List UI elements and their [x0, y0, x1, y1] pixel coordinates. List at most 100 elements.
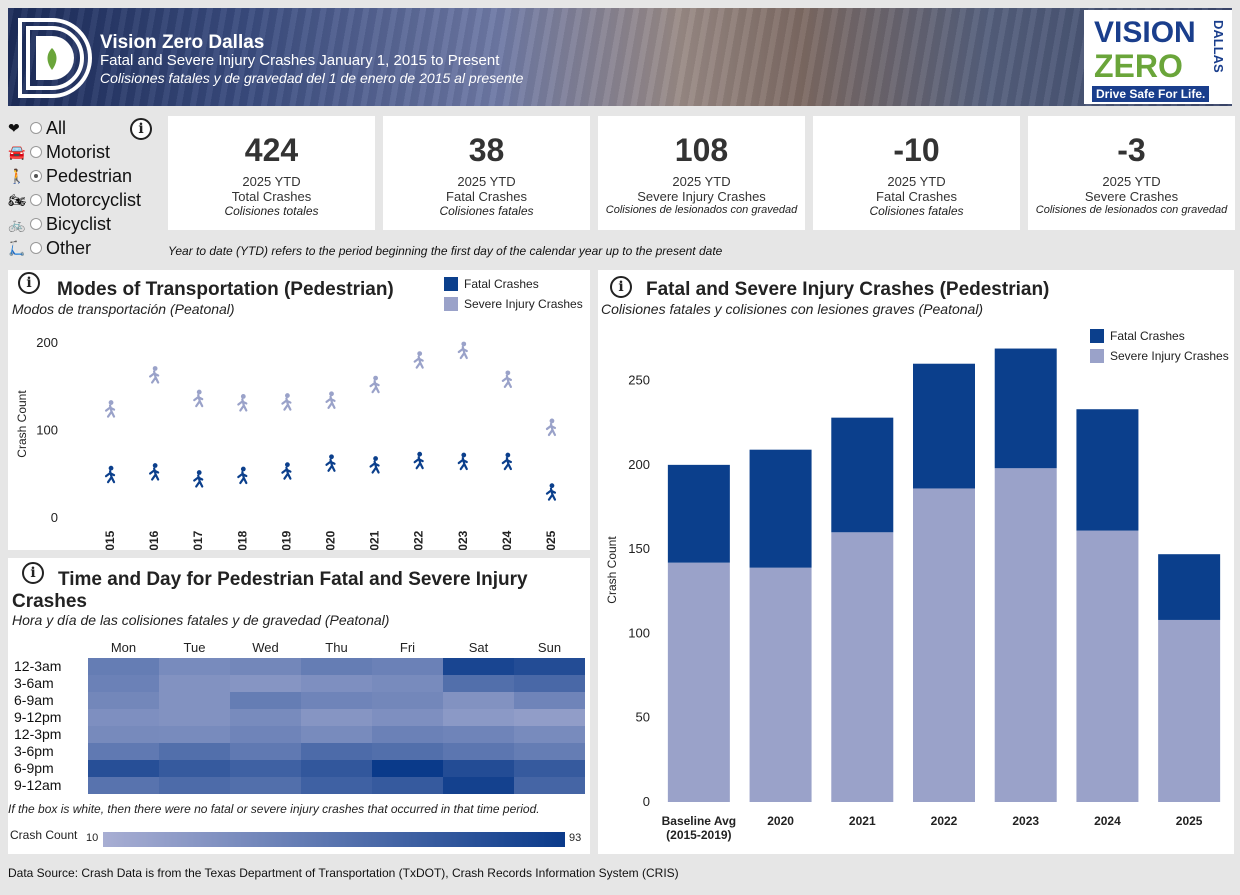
heat-cell[interactable]	[372, 760, 443, 777]
heat-cell[interactable]	[230, 760, 301, 777]
fatal-point-icon[interactable]	[325, 454, 336, 472]
heat-cell[interactable]	[443, 743, 514, 760]
heat-cell[interactable]	[514, 709, 585, 726]
heat-cell[interactable]	[301, 658, 372, 675]
fatal-point-icon[interactable]	[281, 462, 292, 480]
heat-cell[interactable]	[88, 692, 159, 709]
severe-point-icon[interactable]	[501, 370, 512, 388]
heat-cell[interactable]	[443, 675, 514, 692]
fatal-point-icon[interactable]	[369, 456, 380, 474]
heat-cell[interactable]	[88, 709, 159, 726]
filter-option-all[interactable]: ❤ All	[8, 116, 66, 140]
heat-cell[interactable]	[443, 709, 514, 726]
severe-bar-segment[interactable]	[994, 468, 1057, 802]
heat-cell[interactable]	[159, 709, 230, 726]
radio-button[interactable]	[30, 170, 42, 182]
fatal-bar-segment[interactable]	[994, 348, 1057, 469]
severe-bar-segment[interactable]	[913, 488, 975, 802]
heat-cell[interactable]	[88, 743, 159, 760]
heat-cell[interactable]	[230, 675, 301, 692]
radio-button[interactable]	[30, 242, 42, 254]
heat-cell[interactable]	[230, 743, 301, 760]
severe-bar-segment[interactable]	[1158, 619, 1221, 802]
heat-cell[interactable]	[230, 658, 301, 675]
timeday-info-icon[interactable]: i	[22, 562, 44, 584]
heat-cell[interactable]	[514, 743, 585, 760]
severe-bar-segment[interactable]	[1076, 530, 1139, 802]
filter-option-bicyclist[interactable]: 🚲 Bicyclist	[8, 212, 111, 236]
heat-cell[interactable]	[159, 777, 230, 794]
heat-cell[interactable]	[88, 760, 159, 777]
severe-point-icon[interactable]	[281, 393, 292, 411]
severe-bar-segment[interactable]	[749, 567, 812, 802]
heat-cell[interactable]	[443, 726, 514, 743]
severe-point-icon[interactable]	[149, 366, 160, 384]
heat-cell[interactable]	[514, 675, 585, 692]
severe-point-icon[interactable]	[413, 351, 424, 369]
radio-button[interactable]	[30, 146, 42, 158]
heat-cell[interactable]	[301, 726, 372, 743]
fs-info-icon[interactable]: i	[610, 276, 632, 298]
fatal-bar-segment[interactable]	[667, 464, 730, 563]
heat-cell[interactable]	[301, 760, 372, 777]
heat-cell[interactable]	[88, 777, 159, 794]
heat-cell[interactable]	[301, 709, 372, 726]
heat-cell[interactable]	[514, 658, 585, 675]
heat-cell[interactable]	[88, 675, 159, 692]
fatal-point-icon[interactable]	[457, 452, 468, 471]
fatal-point-icon[interactable]	[104, 465, 116, 484]
radio-button[interactable]	[30, 122, 42, 134]
severe-point-icon[interactable]	[545, 418, 557, 437]
severe-bar-segment[interactable]	[667, 562, 730, 802]
heat-cell[interactable]	[301, 743, 372, 760]
heat-cell[interactable]	[301, 777, 372, 794]
fatal-bar-segment[interactable]	[831, 417, 894, 533]
heat-cell[interactable]	[514, 726, 585, 743]
fatal-point-icon[interactable]	[545, 483, 557, 501]
heat-cell[interactable]	[230, 726, 301, 743]
heat-cell[interactable]	[230, 709, 301, 726]
heat-cell[interactable]	[159, 658, 230, 675]
heat-cell[interactable]	[230, 692, 301, 709]
heat-cell[interactable]	[372, 726, 443, 743]
heat-cell[interactable]	[88, 658, 159, 675]
heat-cell[interactable]	[372, 692, 443, 709]
severe-point-icon[interactable]	[369, 375, 380, 394]
severe-point-icon[interactable]	[457, 341, 468, 360]
heat-cell[interactable]	[443, 777, 514, 794]
fatal-bar-segment[interactable]	[1076, 409, 1139, 531]
heat-cell[interactable]	[159, 743, 230, 760]
heat-cell[interactable]	[372, 675, 443, 692]
heat-cell[interactable]	[514, 760, 585, 777]
fatal-point-icon[interactable]	[501, 452, 512, 471]
severe-point-icon[interactable]	[104, 400, 116, 418]
filter-option-pedestrian[interactable]: 🚶 Pedestrian	[8, 164, 132, 188]
heat-cell[interactable]	[159, 675, 230, 692]
modes-info-icon[interactable]: i	[18, 272, 40, 294]
heat-cell[interactable]	[301, 675, 372, 692]
heat-cell[interactable]	[301, 692, 372, 709]
filter-option-motorist[interactable]: 🚘 Motorist	[8, 140, 110, 164]
heat-cell[interactable]	[230, 777, 301, 794]
heat-cell[interactable]	[443, 760, 514, 777]
radio-button[interactable]	[30, 218, 42, 230]
heat-cell[interactable]	[88, 726, 159, 743]
heat-cell[interactable]	[443, 658, 514, 675]
heat-cell[interactable]	[372, 743, 443, 760]
filter-option-motorcyclist[interactable]: 🏍 Motorcyclist	[8, 188, 141, 212]
fatal-point-icon[interactable]	[149, 463, 160, 481]
heat-cell[interactable]	[372, 709, 443, 726]
radio-button[interactable]	[30, 194, 42, 206]
severe-bar-segment[interactable]	[831, 532, 894, 802]
heat-cell[interactable]	[372, 777, 443, 794]
heat-cell[interactable]	[443, 692, 514, 709]
severe-point-icon[interactable]	[325, 391, 336, 409]
fatal-bar-segment[interactable]	[1158, 554, 1221, 620]
severe-point-icon[interactable]	[193, 389, 204, 408]
fatal-point-icon[interactable]	[413, 451, 424, 470]
filter-option-other[interactable]: 🛴 Other	[8, 236, 91, 260]
fatal-point-icon[interactable]	[193, 470, 204, 488]
heat-cell[interactable]	[514, 692, 585, 709]
heat-cell[interactable]	[514, 777, 585, 794]
severe-point-icon[interactable]	[237, 394, 248, 412]
